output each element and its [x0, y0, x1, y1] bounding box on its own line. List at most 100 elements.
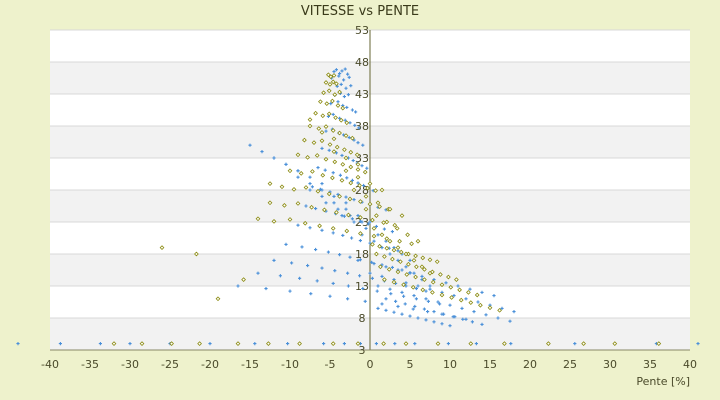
- data-point: [384, 297, 388, 301]
- data-point: [411, 307, 415, 311]
- data-point: [612, 341, 618, 346]
- data-point: [331, 149, 337, 154]
- data-point: [371, 233, 377, 239]
- data-point: [394, 226, 400, 231]
- data-point: [342, 214, 346, 218]
- data-point: [331, 171, 335, 175]
- data-point: [347, 196, 353, 202]
- data-point: [380, 302, 384, 306]
- data-point: [401, 282, 406, 288]
- data-point: [452, 294, 456, 298]
- data-point: [287, 217, 293, 222]
- data-point: [317, 223, 322, 229]
- data-point: [380, 263, 384, 267]
- data-point: [284, 242, 288, 246]
- data-point: [267, 200, 273, 206]
- data-point: [448, 284, 454, 290]
- data-point: [351, 187, 357, 193]
- data-point: [348, 180, 354, 186]
- data-point: [253, 342, 257, 346]
- data-point: [404, 281, 408, 285]
- data-point: [394, 299, 398, 303]
- data-point: [304, 204, 308, 208]
- data-point: [468, 300, 474, 306]
- data-point: [500, 306, 504, 310]
- data-point: [434, 259, 440, 265]
- data-point: [474, 292, 480, 298]
- data-point: [306, 263, 310, 268]
- data-point: [315, 188, 321, 194]
- data-points: [16, 67, 700, 346]
- data-point: [333, 269, 337, 273]
- data-point: [337, 194, 342, 199]
- data-point: [380, 274, 384, 278]
- data-point: [343, 155, 349, 161]
- data-point: [367, 181, 373, 186]
- data-point: [326, 111, 332, 117]
- data-point: [363, 194, 369, 199]
- data-point: [337, 89, 342, 95]
- data-point: [340, 69, 344, 73]
- data-point: [332, 159, 338, 165]
- data-point: [400, 312, 404, 316]
- x-tick-label: -25: [161, 358, 179, 371]
- data-point: [331, 136, 337, 142]
- data-point: [327, 142, 333, 147]
- data-point: [16, 342, 20, 346]
- data-point: [384, 308, 388, 312]
- data-point: [344, 207, 348, 211]
- data-point: [370, 276, 374, 280]
- data-point: [484, 313, 488, 317]
- data-point: [308, 188, 312, 192]
- data-point: [432, 310, 436, 314]
- data-point: [350, 135, 355, 141]
- data-point: [311, 140, 317, 146]
- data-point: [391, 247, 397, 253]
- data-point: [313, 110, 318, 116]
- data-point: [460, 306, 464, 310]
- data-point: [427, 270, 433, 276]
- data-point: [324, 129, 328, 133]
- data-point: [334, 151, 338, 155]
- data-point: [58, 342, 62, 346]
- data-point: [374, 342, 378, 346]
- data-point: [351, 158, 355, 163]
- data-point: [422, 266, 427, 272]
- data-point: [298, 170, 304, 176]
- data-point: [272, 156, 276, 160]
- data-point: [330, 226, 336, 231]
- data-point: [367, 201, 373, 207]
- data-point: [323, 168, 327, 172]
- data-point: [350, 178, 354, 182]
- data-point: [411, 258, 417, 263]
- data-point: [380, 246, 384, 250]
- data-point: [337, 130, 342, 136]
- data-point: [332, 194, 336, 198]
- data-point: [320, 146, 324, 150]
- data-point: [339, 178, 345, 183]
- data-point: [656, 341, 662, 346]
- data-point: [448, 303, 452, 307]
- data-point: [492, 294, 496, 298]
- data-point: [307, 117, 313, 122]
- data-point: [439, 292, 445, 298]
- data-point: [356, 258, 360, 262]
- data-point: [344, 120, 350, 126]
- data-point: [397, 238, 402, 244]
- data-point: [424, 297, 428, 301]
- data-point: [370, 260, 374, 264]
- data-point: [348, 149, 354, 155]
- data-point: [388, 287, 392, 291]
- data-point: [581, 341, 586, 346]
- data-point: [468, 341, 474, 346]
- data-point: [336, 192, 340, 197]
- data-point: [362, 169, 368, 175]
- data-point: [390, 256, 395, 262]
- data-point: [343, 67, 347, 71]
- data-point: [328, 294, 332, 298]
- data-point: [324, 201, 328, 205]
- data-point: [408, 314, 412, 318]
- data-point: [439, 282, 445, 288]
- data-point: [316, 166, 320, 170]
- data-point: [414, 297, 418, 301]
